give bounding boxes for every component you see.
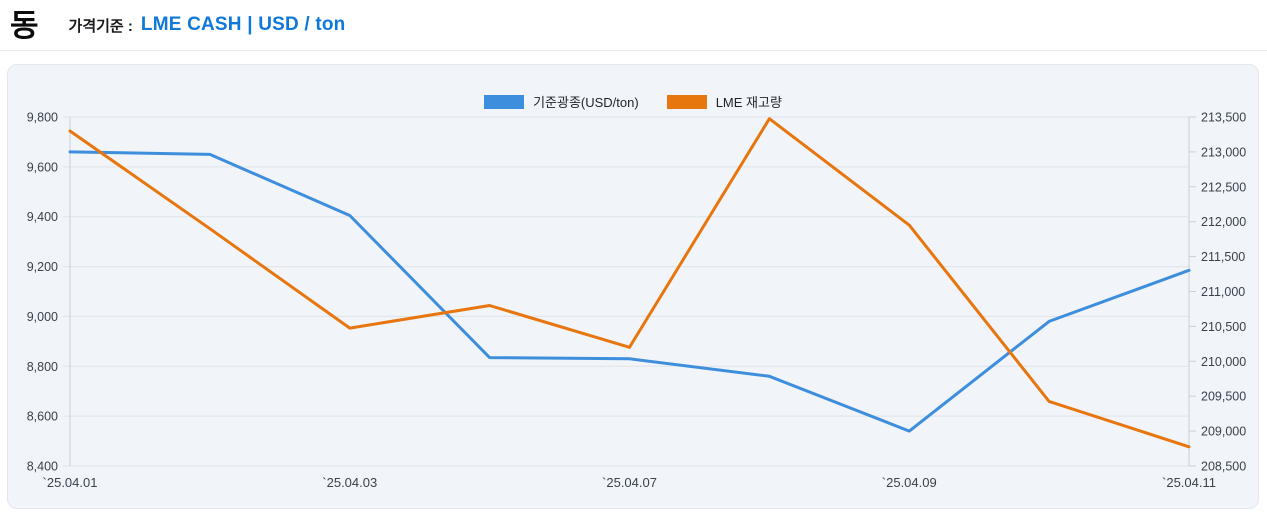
dual-axis-line-chart: 9,800 9,600 9,400 9,200 9,000 8,800 8,600 8,400… bbox=[27, 111, 1247, 491]
chart-card: 기준광종(USD/ton) LME 재고량 9,800 9,600 9,400 9,2… bbox=[7, 64, 1259, 509]
metal-title: 동 bbox=[10, 7, 39, 43]
x-axis-tick-label: `25.04.03 bbox=[322, 475, 377, 490]
x-axis-tick-label: `25.04.09 bbox=[882, 475, 937, 490]
y-axis-left-tick-label: 8,600 bbox=[27, 410, 58, 424]
y-axis-right-tick-label: 212,500 bbox=[1201, 180, 1246, 194]
price-basis-label: 가격기준 : bbox=[68, 17, 133, 35]
legend-swatch-price-icon bbox=[484, 94, 525, 109]
y-axis-right-tick-label: 209,000 bbox=[1201, 425, 1246, 439]
y-axis-right-tick-label: 210,500 bbox=[1201, 320, 1246, 334]
y-axis-left-tick-label: 9,400 bbox=[27, 210, 58, 224]
x-axis-tick-label: `25.04.11 bbox=[1162, 475, 1216, 490]
x-axis-tick-label: `25.04.07 bbox=[602, 475, 657, 490]
y-axis-left-tick-label: 9,200 bbox=[27, 260, 58, 274]
y-axis-right-tick-label: 212,000 bbox=[1201, 215, 1246, 229]
series-line-stock[interactable] bbox=[68, 117, 1191, 449]
y-axis-right-tick-label: 210,000 bbox=[1201, 355, 1246, 369]
chart-legend: 기준광종(USD/ton) LME 재고량 bbox=[8, 92, 1258, 111]
y-axis-left-tick-label: 9,000 bbox=[27, 310, 58, 324]
y-axis-right-tick-label: 213,500 bbox=[1201, 111, 1246, 125]
x-axis-tick-label: `25.04.01 bbox=[43, 475, 98, 490]
y-axis-left-tick-label: 9,800 bbox=[27, 111, 58, 125]
y-axis-right-tick-label: 208,500 bbox=[1201, 460, 1246, 474]
y-axis-right-tick-label: 213,000 bbox=[1201, 145, 1246, 159]
y-axis-right-tick-label: 211,500 bbox=[1201, 250, 1245, 264]
legend-label-price: 기준광종(USD/ton) bbox=[533, 95, 639, 110]
price-basis-value: LME CASH | USD / ton bbox=[140, 14, 346, 35]
y-axis-right-tick-label: 211,000 bbox=[1201, 285, 1245, 299]
legend-item-price[interactable]: 기준광종(USD/ton) bbox=[484, 92, 639, 111]
legend-item-stock[interactable]: LME 재고량 bbox=[666, 92, 782, 111]
series-line-price[interactable] bbox=[68, 150, 1191, 433]
y-axis-left-tick-label: 9,600 bbox=[27, 160, 58, 174]
header-divider bbox=[0, 50, 1267, 51]
y-axis-left-tick-label: 8,400 bbox=[27, 460, 58, 474]
y-axis-right-tick-label: 209,500 bbox=[1201, 390, 1246, 404]
y-axis-left-tick-label: 8,800 bbox=[27, 360, 58, 374]
legend-swatch-stock-icon bbox=[666, 94, 707, 109]
price-basis: 가격기준 : LME CASH | USD / ton bbox=[69, 14, 346, 36]
page-header: 동 가격기준 : LME CASH | USD / ton bbox=[0, 0, 1267, 50]
legend-label-stock: LME 재고량 bbox=[715, 95, 782, 110]
